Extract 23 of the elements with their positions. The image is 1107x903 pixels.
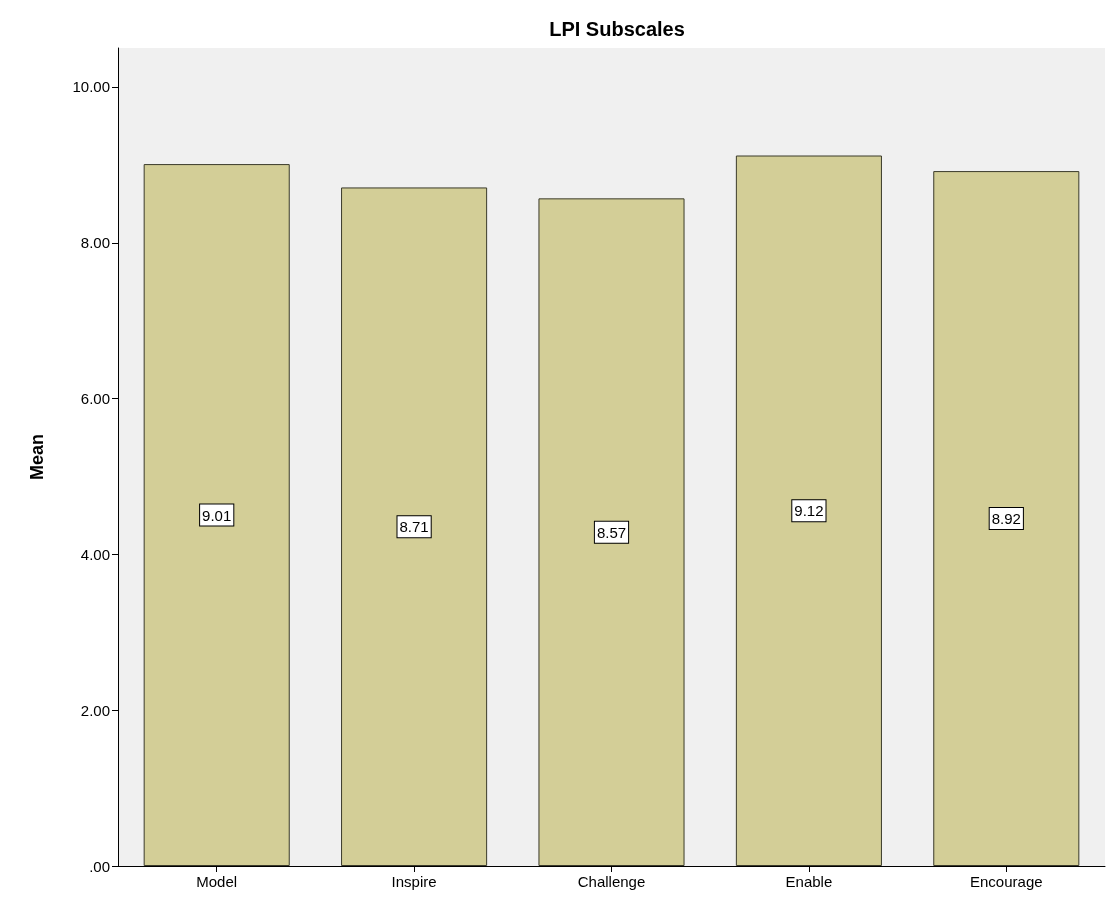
y-tick-label: 10.00 (72, 78, 110, 96)
data-label: 8.71 (399, 518, 429, 536)
y-tick-label: 4.00 (80, 545, 110, 563)
bar (341, 187, 488, 866)
y-tick-label: 6.00 (80, 390, 110, 408)
y-axis-title: Mean (27, 433, 47, 481)
chart-title: LPI Subscales (549, 18, 685, 40)
data-label: 8.92 (991, 510, 1021, 528)
bar (538, 198, 685, 866)
y-tick-label: .00 (89, 857, 110, 875)
bar (143, 164, 290, 866)
y-tick-label: 2.00 (80, 701, 110, 719)
data-label: 9.12 (794, 502, 824, 520)
bar (933, 171, 1080, 866)
x-tick-label: Challenge (577, 873, 646, 890)
x-tick-label: Enable (785, 873, 833, 890)
x-tick-label: Encourage (970, 873, 1043, 890)
data-label: 8.57 (596, 523, 627, 541)
y-tick-label: 8.00 (80, 234, 110, 252)
bar (735, 155, 882, 866)
data-label: 9.01 (202, 506, 232, 524)
x-tick-label: Model (196, 873, 238, 890)
x-tick-label: Inspire (391, 873, 437, 890)
